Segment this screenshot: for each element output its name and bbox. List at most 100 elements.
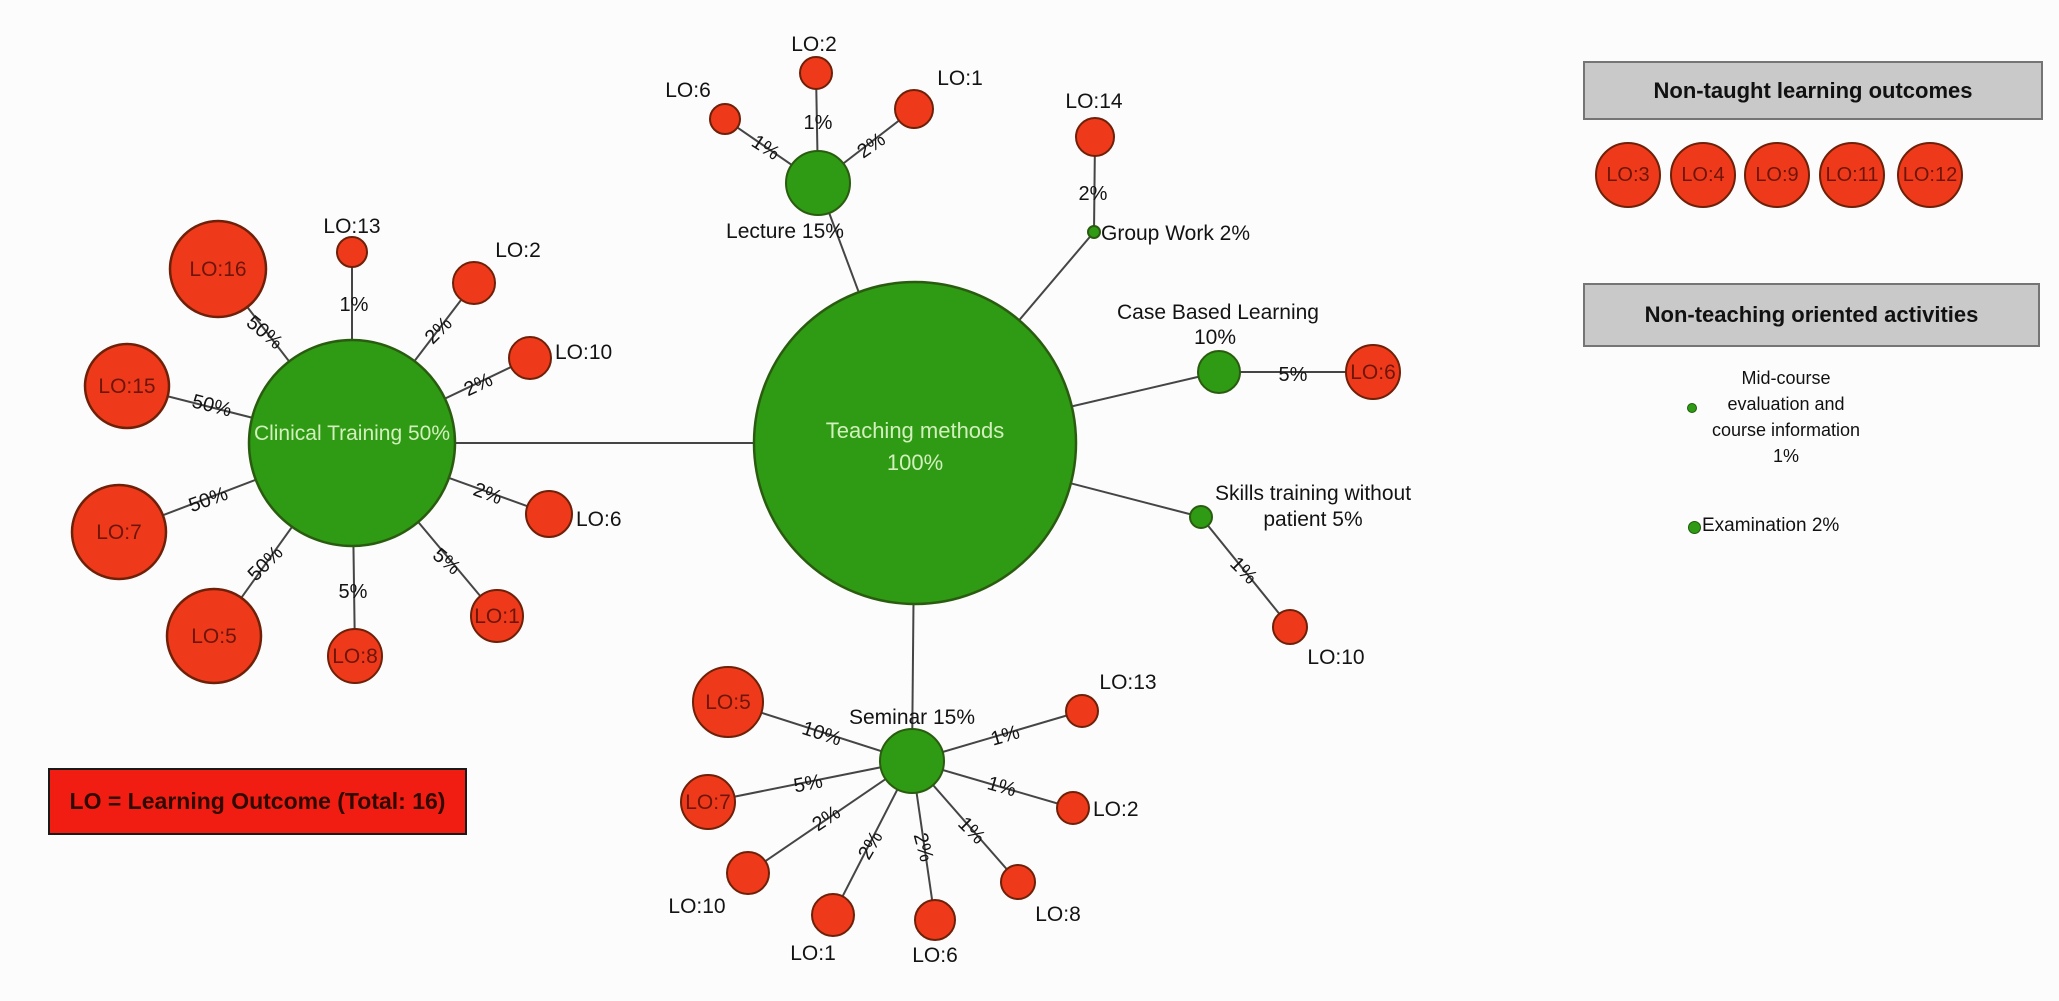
node-label-ct-lo7: LO:7: [96, 521, 142, 544]
node-label-lec-lo1: LO:1: [937, 67, 983, 90]
node-label-ct-lo2: LO:2: [495, 239, 541, 262]
edge-percent-cbl-cbl-lo6: 5%: [1279, 364, 1308, 386]
node-sem-lo13: [1065, 694, 1099, 728]
edge-percent-clinical-ct-lo13: 1%: [340, 294, 369, 316]
node-groupwork: [1087, 225, 1101, 239]
node-label-gw-lo14: LO:14: [1065, 90, 1123, 113]
node-label-ct-lo13: LO:13: [323, 215, 380, 238]
non-taught-outcome-circle: LO:12: [1897, 142, 1963, 208]
edge-percent-clinical-ct-lo5: 50%: [244, 542, 288, 586]
edge-percent-clinical-ct-lo7: 50%: [186, 483, 231, 517]
node-label-ct-lo1: LO:1: [474, 605, 520, 628]
node-label-cbl-lo6: LO:6: [1350, 361, 1396, 384]
node-label-ct-lo15: LO:15: [98, 375, 155, 398]
non-taught-outcome-circle: LO:11: [1819, 142, 1885, 208]
node-label-sk-lo10: LO:10: [1307, 646, 1364, 669]
node-gw-lo14: [1075, 117, 1115, 157]
node-ct-lo16: [168, 219, 268, 319]
node-ct-lo1: [470, 589, 524, 643]
edge-percent-seminar-sem-lo13: 1%: [988, 721, 1022, 750]
edge-percent-clinical-ct-lo8: 5%: [339, 581, 368, 603]
edge-percent-lecture-lec-lo2: 1%: [804, 112, 833, 134]
node-label-sem-lo1: LO:1: [790, 942, 836, 965]
edge-skills-sk-lo10: [1200, 516, 1291, 628]
node-label-cbl: Case Based Learning: [1117, 301, 1319, 324]
legend-non-taught-box: Non-taught learning outcomes: [1583, 61, 2043, 120]
legend-non-taught-title: Non-taught learning outcomes: [1653, 77, 1973, 103]
node-label-sem-lo13: LO:13: [1099, 671, 1156, 694]
node-label-clinical: Clinical Training 50%: [254, 422, 450, 445]
node-sem-lo1: [811, 893, 855, 937]
node-lecture: [785, 150, 851, 216]
node-cbl: [1197, 350, 1241, 394]
edge-percent-seminar-sem-lo7: 5%: [792, 770, 825, 797]
node-label-teaching: Teaching methods: [826, 418, 1005, 443]
midcourse-line: 1%: [1772, 446, 1799, 466]
midcourse-dot: [1687, 403, 1697, 413]
note-box: LO = Learning Outcome (Total: 16): [48, 768, 467, 835]
node-seminar: [879, 728, 945, 794]
edge-percent-seminar-sem-lo6: 2%: [909, 830, 938, 864]
node-cbl-lo6: [1345, 344, 1401, 400]
edge-percent-clinical-ct-lo2: 2%: [421, 313, 457, 349]
node-label-skills: Skills training without: [1215, 482, 1411, 505]
edge-percent-clinical-ct-lo1: 5%: [428, 544, 464, 580]
node-label-sem-lo10: LO:10: [668, 895, 725, 918]
outcome-label: LO:11: [1825, 163, 1879, 186]
outcome-label: LO:4: [1681, 163, 1725, 186]
non-taught-outcome-circle: LO:9: [1744, 142, 1810, 208]
edge-percent-clinical-ct-lo15: 50%: [190, 390, 234, 421]
legend-activities-title: Non-teaching oriented activities: [1644, 302, 1979, 327]
node-label-ct-lo16: LO:16: [189, 258, 246, 281]
node-skills: [1189, 505, 1213, 529]
edge-percent-clinical-ct-lo10: 2%: [461, 369, 497, 401]
node-ct-lo2: [452, 261, 496, 305]
node-sem-lo8: [1000, 864, 1036, 900]
node-clinical: [247, 338, 457, 548]
node-label-sem-lo5: LO:5: [705, 691, 751, 714]
node-sem-lo5: [692, 666, 764, 738]
legend-activities-box: Non-teaching oriented activities: [1583, 283, 2040, 347]
node-ct-lo6: [525, 490, 573, 538]
node-label-sem-lo7: LO:7: [685, 791, 731, 814]
node-ct-lo5: [165, 587, 263, 685]
node-sem-lo6: [914, 899, 956, 941]
non-taught-outcome-circle: LO:4: [1670, 142, 1736, 208]
edge-seminar-sem-lo10: [747, 760, 913, 874]
node-label-lec-lo6: LO:6: [665, 79, 711, 102]
edge-percent-seminar-sem-lo1: 2%: [854, 827, 888, 863]
node-label-ct-lo8: LO:8: [332, 645, 378, 668]
midcourse-line: evaluation and: [1727, 394, 1845, 414]
outcome-label: LO:9: [1755, 163, 1799, 186]
node-label-lecture: Lecture 15%: [726, 220, 844, 243]
examination-dot: [1688, 521, 1701, 534]
edge-percent-lecture-lec-lo1: 2%: [853, 128, 889, 163]
node-ct-lo8: [327, 628, 383, 684]
edge-seminar-sem-lo7: [707, 760, 913, 803]
edge-percent-seminar-sem-lo5: 10%: [799, 717, 844, 750]
node-label-cbl: 10%: [1194, 326, 1236, 349]
edge-percent-lecture-lec-lo6: 1%: [747, 131, 783, 165]
edge-percent-clinical-ct-lo16: 50%: [242, 311, 287, 354]
node-sem-lo7: [680, 774, 736, 830]
node-label-teaching: 100%: [887, 450, 943, 475]
edge-percent-clinical-ct-lo6: 2%: [470, 479, 505, 510]
node-lec-lo2: [799, 56, 833, 90]
non-taught-outcome-circle: LO:3: [1595, 142, 1661, 208]
edge-percent-seminar-sem-lo2: 1%: [985, 772, 1019, 801]
node-ct-lo10: [508, 336, 552, 380]
node-teaching: [752, 280, 1078, 606]
node-ct-lo15: [83, 342, 171, 430]
note-text: LO = Learning Outcome (Total: 16): [69, 788, 446, 814]
node-ct-lo7: [70, 483, 168, 581]
node-sk-lo10: [1272, 609, 1308, 645]
outcome-label: LO:3: [1606, 163, 1650, 186]
node-label-ct-lo6: LO:6: [576, 508, 622, 531]
node-ct-lo13: [336, 236, 368, 268]
midcourse-line: Mid-course: [1741, 368, 1831, 388]
node-sem-lo2: [1056, 791, 1090, 825]
node-label-seminar: Seminar 15%: [849, 706, 975, 729]
node-label-lec-lo2: LO:2: [791, 33, 837, 56]
